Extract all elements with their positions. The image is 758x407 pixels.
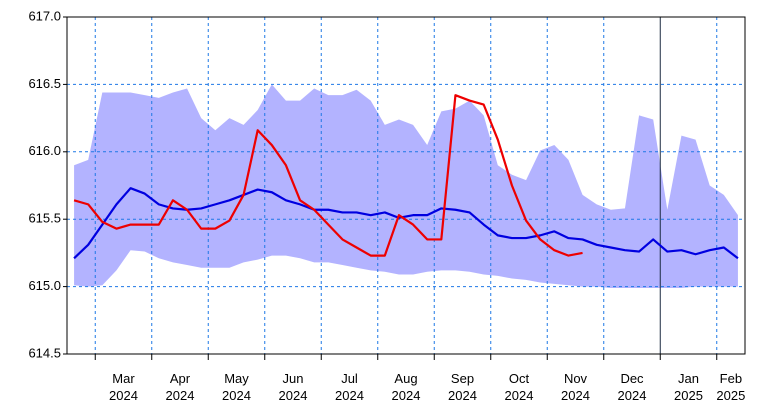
range-band bbox=[74, 84, 738, 288]
x-tick-label: Nov 2024 bbox=[561, 371, 590, 403]
x-tick-label: Mar 2024 bbox=[109, 371, 138, 403]
y-tick-label: 616.0 bbox=[28, 143, 61, 158]
y-tick-label: 615.0 bbox=[28, 278, 61, 293]
x-tick-label: Jul 2024 bbox=[335, 371, 364, 403]
plot-frame bbox=[66, 16, 746, 355]
x-tick-label: Jan 2025 bbox=[674, 371, 703, 403]
series-line bbox=[73, 187, 739, 260]
x-tick-label: Aug 2024 bbox=[391, 371, 421, 403]
x-tick-label: Oct 2024 bbox=[504, 371, 534, 403]
y-tick-label: 617.0 bbox=[28, 8, 61, 23]
y-tick-label: 615.5 bbox=[28, 211, 61, 226]
series-line bbox=[73, 94, 583, 257]
x-tick-label: May 2024 bbox=[222, 371, 251, 403]
x-tick-label: Feb 2025 bbox=[716, 371, 746, 403]
x-tick-label: Dec 2024 bbox=[617, 371, 647, 403]
y-tick-label: 616.5 bbox=[28, 76, 61, 91]
x-tick-label: Apr 2024 bbox=[165, 371, 195, 403]
x-tick-label: Sep 2024 bbox=[448, 371, 477, 403]
x-tick-label: Jun 2024 bbox=[278, 371, 308, 403]
y-tick-label: 614.5 bbox=[28, 345, 61, 360]
